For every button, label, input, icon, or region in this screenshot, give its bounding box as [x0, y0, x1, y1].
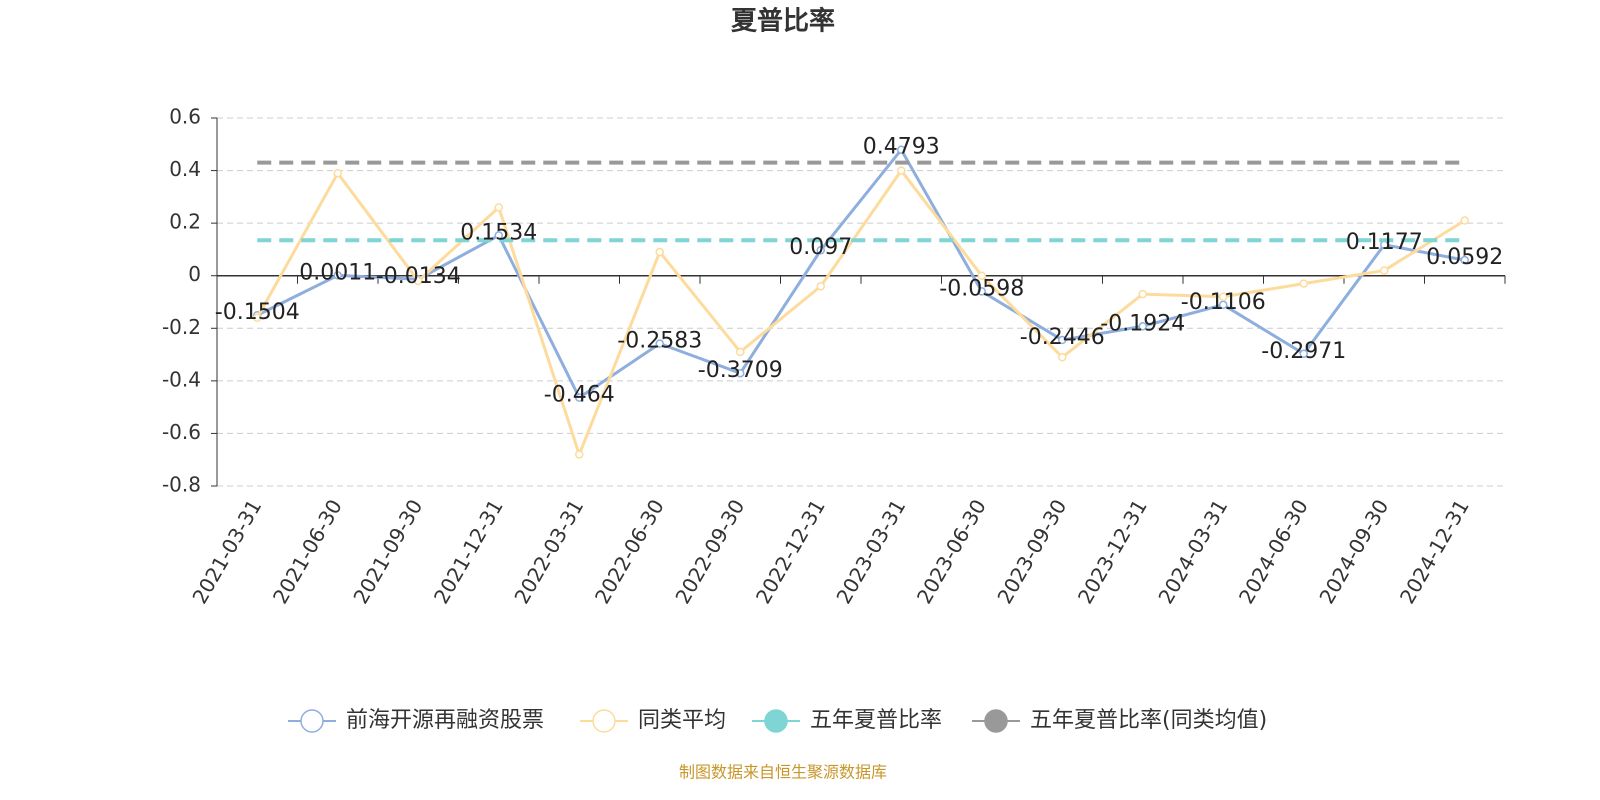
data-label: -0.2583 [617, 329, 702, 354]
y-tick-label: 0.6 [169, 105, 201, 129]
legend-icon [592, 709, 616, 733]
point [333, 168, 342, 178]
x-tick-label: 2023-03-31 [831, 495, 910, 608]
legend-label: 五年夏普比率(同类均值) [1030, 708, 1267, 733]
x-tick-label: 2022-06-30 [590, 495, 669, 608]
point [333, 271, 342, 280]
data-label: -0.1106 [1181, 290, 1266, 315]
x-tick-label: 2021-12-31 [429, 495, 508, 608]
data-label: -0.1504 [215, 300, 300, 325]
legend-item: 五年夏普比率(同类均值) [972, 708, 1267, 733]
point [575, 393, 584, 402]
point [736, 347, 745, 357]
point [494, 231, 503, 240]
point [816, 245, 825, 255]
footer: 制图数据来自恒生聚源数据库 [679, 763, 887, 782]
point [1058, 352, 1067, 362]
x-tick-label: 2021-03-31 [187, 495, 266, 608]
data-label: -0.3709 [698, 358, 783, 383]
x-tick-label: 2023-06-30 [912, 495, 991, 608]
y-tick-label: -0.6 [162, 420, 201, 444]
point [897, 145, 906, 154]
legend-icon [764, 709, 788, 733]
x-tick-label: 2024-03-31 [1153, 495, 1232, 608]
point [1460, 255, 1469, 265]
x-tick-label: 2024-12-31 [1395, 495, 1474, 608]
legend-label: 同类平均 [638, 708, 726, 733]
point [1460, 216, 1469, 225]
x-tick-label: 2023-09-30 [992, 495, 1071, 608]
point [1058, 335, 1067, 345]
x-tick-label: 2023-12-31 [1073, 495, 1152, 608]
data-label: -0.0598 [939, 276, 1024, 301]
y-tick-label: -0.2 [162, 315, 201, 339]
legend-item: 同类平均 [580, 708, 726, 733]
legend-icon [300, 709, 324, 733]
data-label: 0.1534 [460, 220, 537, 245]
point [253, 313, 262, 323]
point [1299, 349, 1308, 359]
y-tick-label: -0.8 [162, 473, 201, 497]
point [655, 339, 664, 348]
data-label: 0.0011 [299, 260, 376, 285]
point [575, 450, 584, 459]
y-tick-label: 0 [188, 262, 201, 286]
x-tick-label: 2024-06-30 [1234, 495, 1313, 608]
point [1219, 300, 1228, 310]
legend-label: 五年夏普比率 [810, 708, 942, 733]
data-label: 0.097 [789, 235, 852, 260]
x-tick-label: 2024-09-30 [1314, 495, 1393, 608]
series-line [255, 168, 1466, 459]
data-label: -0.464 [544, 383, 615, 408]
y-tick-label: 0.4 [169, 157, 201, 181]
y-tick-label: -0.4 [162, 367, 201, 391]
point [1138, 289, 1147, 299]
x-tick-label: 2021-09-30 [348, 495, 427, 608]
data-label: -0.1924 [1100, 311, 1185, 336]
point [736, 368, 745, 378]
point [1380, 266, 1389, 275]
point [897, 166, 906, 175]
series-line [256, 147, 1466, 400]
point [655, 247, 664, 257]
point [1219, 292, 1228, 301]
legend-item: 五年夏普比率 [752, 708, 942, 733]
x-tick-label: 2022-03-31 [509, 495, 588, 608]
data-label: -0.2446 [1020, 325, 1105, 350]
data-label: -0.2971 [1261, 339, 1346, 364]
point [977, 287, 986, 296]
data-label: 0.0592 [1426, 245, 1503, 270]
point [977, 271, 986, 280]
point [494, 203, 503, 212]
point [1299, 279, 1308, 288]
point [414, 276, 423, 286]
point [1138, 322, 1147, 331]
y-tick-label: 0.2 [169, 210, 201, 234]
data-label: 0.1177 [1346, 230, 1423, 255]
chart-title: 夏普比率 [731, 6, 835, 37]
point [816, 281, 825, 291]
legend-label: 前海开源再融资股票 [346, 708, 544, 733]
data-label: -0.0134 [376, 264, 461, 289]
legend-icon [984, 709, 1008, 733]
legend-item: 前海开源再融资股票 [288, 708, 544, 733]
x-tick-label: 2022-09-30 [670, 495, 749, 608]
x-tick-label: 2022-12-31 [751, 495, 830, 608]
x-tick-label: 2021-06-30 [268, 495, 347, 608]
data-label: 0.4793 [863, 135, 940, 160]
